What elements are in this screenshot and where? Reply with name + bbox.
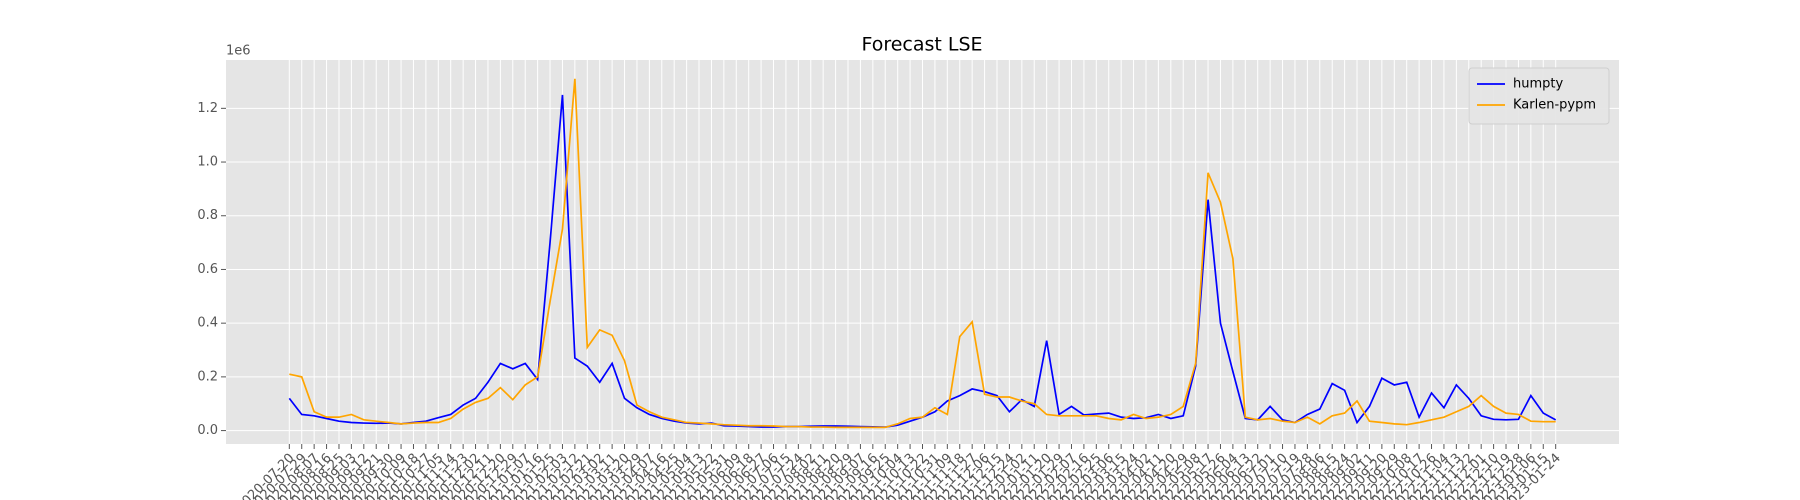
y-tick-label: 0.0: [197, 423, 218, 438]
y-tick-label: 0.2: [197, 369, 218, 384]
legend-label: humpty: [1513, 77, 1563, 92]
legend-box: [1468, 67, 1610, 125]
series-line: [289, 78, 1556, 429]
y-tick-label: 1.0: [197, 155, 218, 170]
y-tick-label: 0.8: [197, 208, 218, 223]
y-tick-label: 0.6: [197, 262, 218, 277]
chart-title: Forecast LSE: [861, 34, 982, 56]
y-tick-label: 1.2: [197, 101, 218, 116]
axis-offset: 1e6: [226, 44, 251, 59]
y-tick-label: 0.4: [197, 316, 218, 331]
legend-label: Karlen-pypm: [1513, 98, 1596, 113]
